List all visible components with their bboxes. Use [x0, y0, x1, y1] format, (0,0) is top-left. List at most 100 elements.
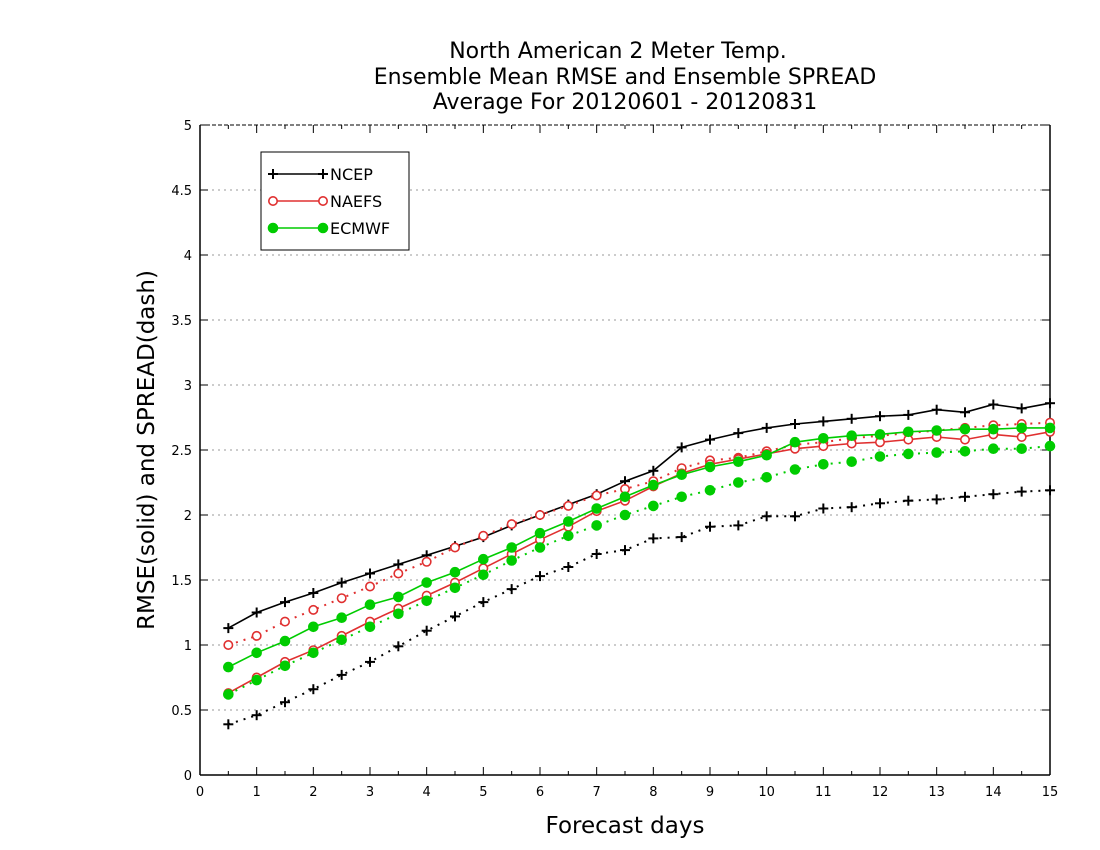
series-ecmwf-spread-point-24	[903, 448, 914, 460]
series-ncep-spread-point-12	[563, 562, 574, 572]
series-ecmwf-spread-point-11	[534, 542, 546, 553]
series-ncep-rmse-point-3	[308, 588, 319, 598]
series-ncep-spread-point-24	[903, 495, 914, 506]
y-tick-label-7: 3.5	[171, 314, 192, 329]
series-naefs-spread-point-13	[591, 490, 602, 501]
series-ncep-spread-point-26	[960, 491, 970, 502]
series-ncep-rmse-line	[227, 402, 1051, 629]
x-tick-label-8: 8	[649, 785, 657, 800]
series-ncep-spread-point-23	[875, 498, 885, 509]
series-ecmwf-spread-point-15	[648, 500, 659, 512]
series-ecmwf-spread-point-1	[251, 674, 262, 686]
y-tick-label-4: 2	[184, 509, 192, 524]
legend-ecmwf-marker-end	[317, 222, 329, 234]
series-ecmwf-spread-point-12	[563, 530, 574, 542]
series-ecmwf-rmse-point-1	[251, 647, 262, 659]
series-ecmwf-spread-point-23	[874, 451, 886, 462]
legend-ncep-marker-end	[318, 169, 328, 179]
series-ecmwf-spread-point-22	[846, 456, 857, 468]
series-ecmwf-spread-point-18	[733, 477, 744, 488]
series-ecmwf-spread-point-10	[506, 555, 517, 566]
series-ecmwf-rmse-point-29	[1044, 422, 1056, 434]
series-ncep-spread-point-4	[336, 669, 347, 680]
series-ecmwf-spread-point-26	[959, 446, 971, 457]
series-ncep-rmse-point-27	[988, 399, 999, 410]
series-naefs-spread-point-11	[534, 509, 545, 520]
series-ecmwf-rmse-point-7	[421, 577, 432, 588]
series-ecmwf-rmse-point-13	[591, 503, 602, 514]
series-ecmwf-rmse-point-25	[931, 425, 942, 436]
series-naefs-spread-point-8	[449, 542, 460, 553]
series-ncep-spread-point-2	[280, 697, 290, 708]
series-ncep-spread-point-11	[535, 571, 545, 582]
chart-title-line-2: Ensemble Mean RMSE and Ensemble SPREAD	[374, 65, 877, 90]
x-tick-label-2: 2	[309, 785, 317, 800]
y-axis-label: RMSE(solid) and SPREAD(dash)	[134, 270, 160, 630]
series-ecmwf-rmse-point-9	[478, 553, 489, 565]
x-tick-label-4: 4	[423, 785, 431, 800]
legend-ncep-marker-start	[268, 169, 278, 179]
series-ecmwf-spread-point-25	[931, 447, 942, 458]
series-group	[223, 398, 1056, 730]
grid	[200, 189, 1050, 711]
series-naefs-spread-point-6	[393, 568, 404, 579]
series-ncep-rmse-point-22	[846, 413, 857, 424]
series-ncep-rmse-point-4	[336, 577, 347, 588]
series-ncep-rmse-point-2	[280, 597, 290, 608]
series-ncep-spread-point-29	[1045, 485, 1055, 496]
x-tick-label-6: 6	[536, 785, 544, 800]
series-ecmwf-rmse-point-18	[733, 456, 744, 468]
y-ticks: 0 0.5 1 1.5 2 2.5 3 3.5 4 4.5 5	[171, 119, 1050, 784]
series-ncep-rmse-point-16	[676, 442, 687, 453]
x-tick-label-14: 14	[985, 785, 1002, 800]
series-ncep-rmse-point-26	[960, 407, 970, 418]
series-ncep-rmse-point-23	[875, 411, 885, 422]
series-ncep-rmse-point-20	[790, 419, 800, 429]
x-ticks: 0 1 2 3 4 5 6 7 8 9 10 11 12 13 14 15	[196, 125, 1058, 800]
series-ncep-rmse-point-6	[393, 559, 404, 570]
y-tick-label-9: 4.5	[171, 184, 192, 199]
chart-title-line-3: Average For 20120601 - 20120831	[433, 90, 818, 115]
series-ecmwf-rmse-point-23	[874, 429, 886, 440]
series-ecmwf-spread-point-7	[421, 595, 432, 607]
series-ncep-spread-point-27	[988, 489, 999, 500]
series-ecmwf-spread-point-9	[478, 569, 489, 581]
series-ncep-spread-point-6	[393, 641, 404, 652]
series-ecmwf-rmse-point-24	[903, 426, 914, 438]
series-ncep-spread-line	[227, 489, 1051, 726]
series-ecmwf-spread-line	[227, 445, 1051, 696]
series-ncep-spread-point-21	[818, 503, 829, 514]
series-ncep-spread-point-14	[620, 545, 630, 556]
series-ecmwf-spread-point-20	[789, 464, 801, 475]
series-ncep-spread-point-1	[251, 710, 262, 721]
series-ecmwf-rmse-point-16	[676, 469, 687, 481]
x-tick-label-5: 5	[479, 785, 487, 800]
x-tick-label-10: 10	[758, 785, 775, 800]
series-ncep-spread-point-10	[506, 584, 517, 595]
series-naefs-spread-point-5	[364, 581, 375, 592]
x-tick-label-3: 3	[366, 785, 374, 800]
series-ecmwf-spread-point-3	[308, 647, 319, 659]
series-ncep-spread-point-15	[648, 533, 659, 544]
series-ecmwf-spread-point-21	[818, 459, 829, 470]
series-ncep-spread-point-17	[705, 521, 715, 532]
x-tick-label-1: 1	[253, 785, 261, 800]
series-ncep-rmse-point-18	[733, 428, 744, 439]
x-tick-label-7: 7	[593, 785, 601, 800]
series-naefs-spread-point-1	[251, 630, 262, 641]
series-ecmwf-spread-point-13	[591, 520, 602, 531]
series-ncep-spread-point-5	[365, 656, 375, 667]
series-ncep-spread-point-25	[931, 494, 942, 505]
x-tick-label-15: 15	[1042, 785, 1059, 800]
series-ecmwf-spread-point-16	[676, 491, 687, 503]
series-ecmwf-spread-point-17	[704, 485, 716, 496]
y-tick-label-6: 3	[184, 379, 192, 394]
series-ncep-rmse-point-25	[931, 404, 942, 415]
legend: NCEP NAEFS ECMWF	[260, 151, 410, 251]
series-ecmwf-rmse-point-15	[648, 479, 659, 491]
series-naefs-spread-line	[227, 421, 1051, 646]
series-ncep-rmse-point-17	[705, 434, 715, 445]
series-naefs-spread-point-4	[336, 593, 347, 604]
